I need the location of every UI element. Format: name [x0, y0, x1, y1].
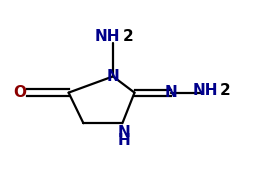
Text: N: N [164, 85, 177, 100]
Text: N: N [117, 125, 130, 140]
Text: NH: NH [95, 29, 120, 44]
Text: 2: 2 [220, 83, 231, 98]
Text: H: H [117, 133, 130, 148]
Text: NH: NH [193, 83, 218, 98]
Text: N: N [107, 69, 119, 84]
Text: O: O [14, 85, 27, 100]
Text: 2: 2 [122, 29, 133, 44]
